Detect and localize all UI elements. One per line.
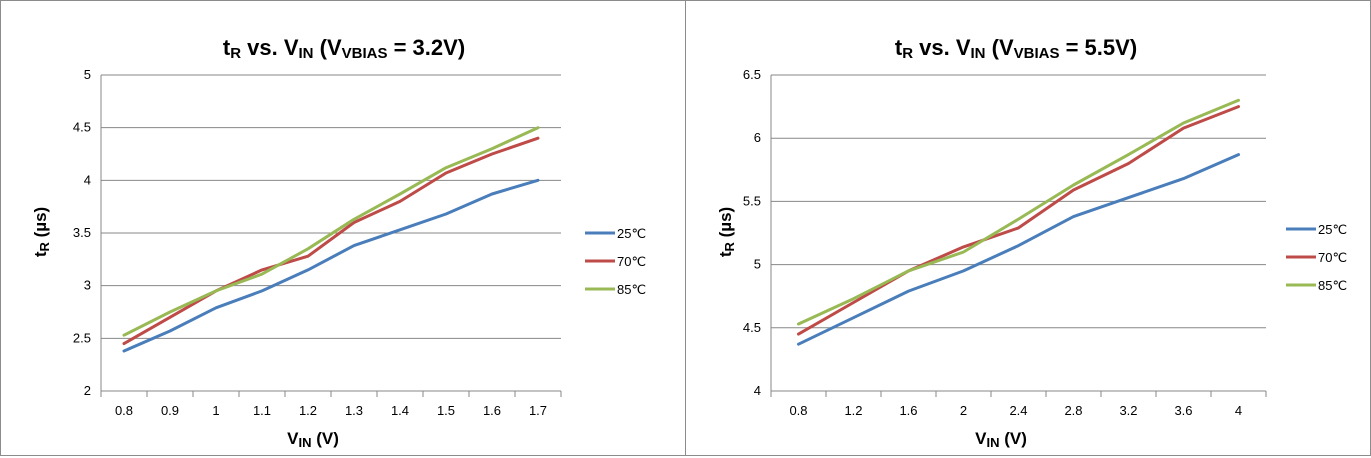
series-line-25	[122, 178, 540, 353]
x-tick-label: 1.1	[253, 403, 271, 418]
x-tick-label: 4	[1235, 403, 1242, 418]
y-axis-title: tR (µs)	[716, 207, 737, 257]
x-tick-label: 1.6	[483, 403, 501, 418]
legend-label: 70℃	[1318, 250, 1347, 265]
x-tick-label: 2	[960, 403, 967, 418]
y-tick-label: 5	[754, 257, 761, 272]
x-tick-label: 1.2	[299, 403, 317, 418]
legend-label: 25℃	[617, 226, 646, 241]
series-line-70	[797, 105, 1240, 336]
chart-title: tR vs. VIN (VVBIAS = 5.5V)	[895, 35, 1137, 62]
x-tick-label: 1	[212, 403, 219, 418]
series-line-25	[797, 153, 1240, 346]
y-tick-label: 3.5	[73, 225, 91, 240]
x-tick-label: 3.2	[1119, 403, 1137, 418]
series-line-70	[122, 136, 540, 346]
x-tick-label: 3.6	[1174, 403, 1192, 418]
series-line-85	[797, 98, 1240, 326]
chart-title: tR vs. VIN (VVBIAS = 3.2V)	[223, 35, 465, 62]
legend-label: 85℃	[617, 282, 646, 297]
x-axis-title: VIN (V)	[975, 429, 1027, 450]
x-tick-label: 2.8	[1064, 403, 1082, 418]
y-tick-label: 4.5	[73, 120, 91, 135]
y-tick-label: 4	[754, 383, 761, 398]
chart-right-svg: tR vs. VIN (VVBIAS = 5.5V) VIN (V) tR (µ…	[716, 35, 1347, 450]
y-tick-label: 5.5	[743, 193, 761, 208]
chart-left-svg: tR vs. VIN (VVBIAS = 3.2V) VIN (V) tR (µ…	[31, 35, 646, 450]
x-tick-label: 2.4	[1009, 403, 1027, 418]
legend-label: 25℃	[1318, 222, 1347, 237]
x-tick-label: 0.8	[115, 403, 133, 418]
y-tick-label: 4.5	[743, 320, 761, 335]
x-axis-title: VIN (V)	[287, 429, 339, 450]
y-tick-label: 2.5	[73, 330, 91, 345]
legend-label: 85℃	[1318, 278, 1347, 293]
x-tick-label: 0.8	[789, 403, 807, 418]
x-tick-label: 1.4	[391, 403, 409, 418]
y-tick-label: 4	[84, 172, 91, 187]
legend-label: 70℃	[617, 254, 646, 269]
y-tick-label: 2	[84, 383, 91, 398]
y-axis-title: tR (µs)	[31, 207, 52, 257]
x-tick-label: 1.5	[437, 403, 455, 418]
series-line-85	[122, 126, 540, 337]
x-tick-label: 1.2	[844, 403, 862, 418]
x-tick-label: 1.6	[899, 403, 917, 418]
y-tick-label: 3	[84, 278, 91, 293]
y-tick-label: 5	[84, 67, 91, 82]
y-tick-label: 6	[754, 130, 761, 145]
x-tick-label: 1.3	[345, 403, 363, 418]
y-tick-label: 6.5	[743, 67, 761, 82]
x-tick-label: 1.7	[529, 403, 547, 418]
chart-panel-right: tR vs. VIN (VVBIAS = 5.5V) VIN (V) tR (µ…	[685, 0, 1371, 456]
chart-panel-left: tR vs. VIN (VVBIAS = 3.2V) VIN (V) tR (µ…	[0, 0, 686, 456]
x-tick-label: 0.9	[161, 403, 179, 418]
